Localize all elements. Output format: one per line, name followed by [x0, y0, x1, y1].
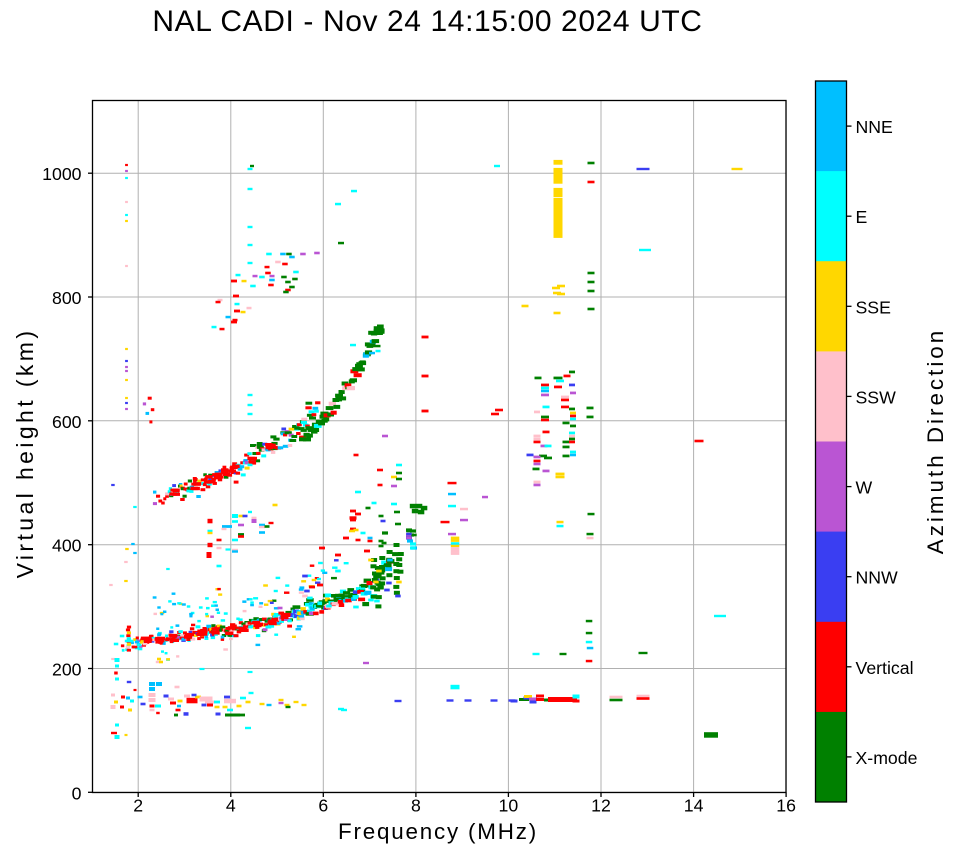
svg-text:0: 0: [72, 783, 82, 803]
svg-text:NNW: NNW: [856, 568, 899, 588]
svg-text:Azimuth Direction: Azimuth Direction: [923, 328, 948, 554]
svg-text:6: 6: [318, 796, 328, 816]
svg-text:NAL CADI - Nov 24 14:15:00 202: NAL CADI - Nov 24 14:15:00 2024 UTC: [152, 5, 702, 38]
svg-text:800: 800: [52, 288, 82, 308]
svg-text:10: 10: [499, 796, 519, 816]
svg-text:4: 4: [226, 796, 236, 816]
svg-text:Frequency (MHz): Frequency (MHz): [338, 819, 538, 844]
svg-text:NNE: NNE: [856, 117, 894, 137]
svg-text:14: 14: [684, 796, 704, 816]
svg-text:SSW: SSW: [856, 387, 897, 407]
svg-text:X-mode: X-mode: [856, 748, 918, 768]
svg-text:Vertical: Vertical: [856, 658, 914, 678]
svg-text:8: 8: [411, 796, 421, 816]
svg-text:Virtual height (km): Virtual height (km): [12, 328, 38, 579]
svg-text:E: E: [856, 207, 868, 227]
svg-text:400: 400: [52, 536, 82, 556]
svg-text:200: 200: [52, 660, 82, 680]
svg-text:W: W: [856, 478, 873, 498]
svg-text:12: 12: [591, 796, 611, 816]
svg-text:SSE: SSE: [856, 297, 892, 317]
svg-text:600: 600: [52, 412, 82, 432]
svg-text:1000: 1000: [42, 164, 82, 184]
svg-text:2: 2: [133, 796, 143, 816]
svg-text:16: 16: [776, 796, 796, 816]
